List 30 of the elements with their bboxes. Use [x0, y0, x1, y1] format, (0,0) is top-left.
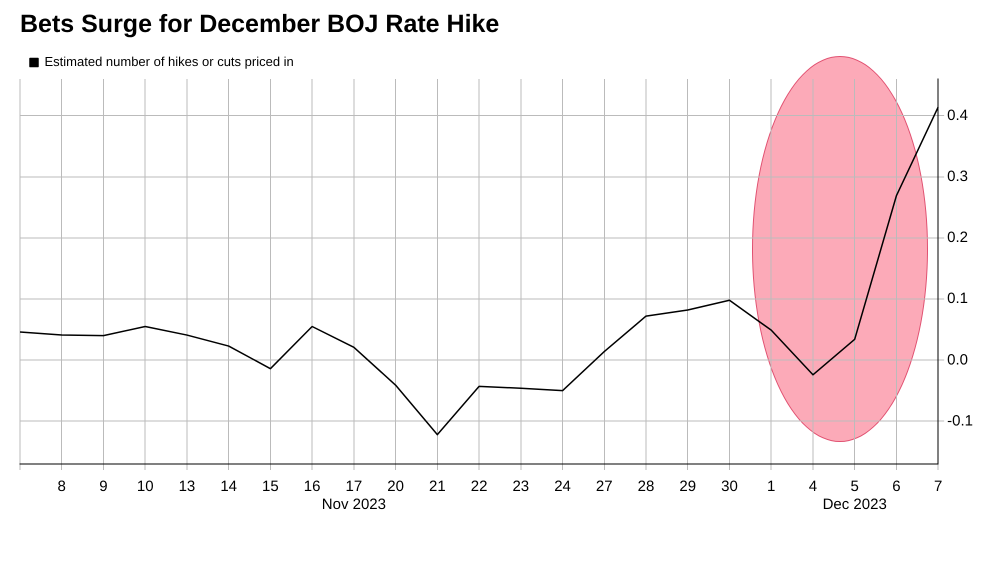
x-tick-label: 23	[512, 478, 530, 496]
x-tick-label: 4	[808, 478, 818, 496]
x-tick-label: 21	[429, 478, 446, 496]
y-tick-label: -0.1	[947, 412, 974, 430]
y-tick-label: 0.4	[947, 106, 968, 124]
x-tick-label: 6	[892, 478, 901, 496]
x-tick-label: 27	[596, 478, 613, 496]
x-tick-label: 14	[220, 478, 238, 496]
chart-title: Bets Surge for December BOJ Rate Hike	[20, 10, 500, 38]
x-tick-label: 8	[58, 478, 66, 496]
x-tick-label: 28	[638, 478, 654, 496]
x-tick-label: 22	[470, 478, 488, 496]
x-tick-label: 30	[721, 478, 738, 496]
y-tick-label: 0.2	[947, 229, 968, 246]
x-tick-label: 17 Nov 2023	[322, 478, 386, 514]
x-tick-label: 24	[554, 478, 571, 496]
legend-label: Estimated number of hikes or cuts priced in	[44, 54, 294, 70]
x-tick-label: 1	[767, 478, 776, 496]
x-tick-label: 7	[934, 478, 942, 496]
y-tick-label: 0.3	[947, 168, 968, 185]
y-tick-label: 0.1	[947, 290, 968, 308]
x-tick-label: 15	[262, 478, 279, 496]
x-tick-label: 9	[99, 478, 108, 496]
x-tick-label: 13	[178, 478, 196, 496]
x-tick-label: 5 Dec 2023	[822, 478, 887, 514]
x-tick-label: 10	[136, 478, 154, 496]
x-tick-label: 29	[679, 478, 696, 496]
x-tick-label: 16	[304, 478, 320, 496]
y-tick-label: 0.0	[947, 351, 968, 368]
x-tick-label: 20	[387, 478, 404, 496]
